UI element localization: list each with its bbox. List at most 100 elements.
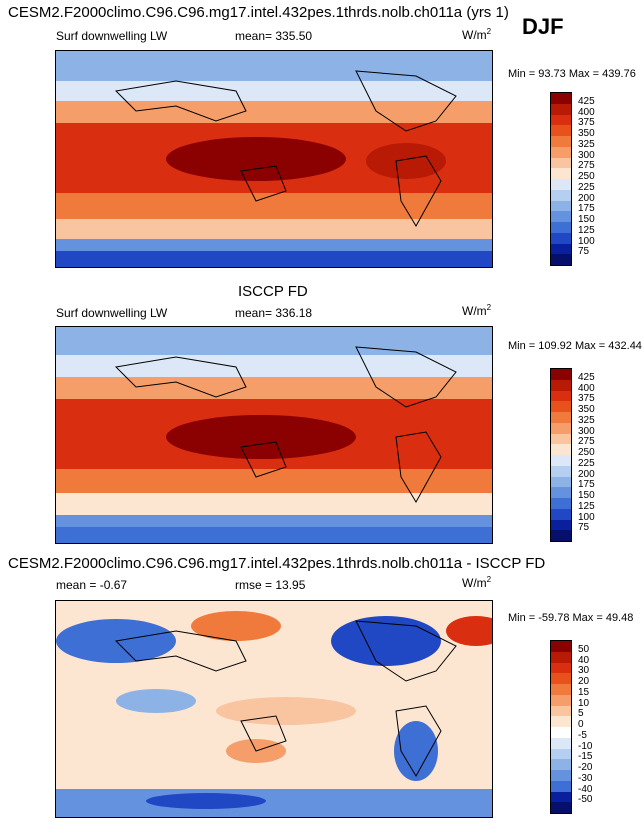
panel3-units: W/m2 — [462, 575, 492, 590]
colorbar-swatch — [551, 530, 571, 542]
colorbar-swatch — [551, 694, 571, 706]
colorbar-swatch — [551, 125, 571, 137]
colorbar-tick-label: 10 — [578, 697, 590, 709]
colorbar-swatch — [551, 476, 571, 488]
colorbar-swatch — [551, 727, 571, 738]
colorbar-swatch — [551, 254, 571, 266]
colorbar-swatch — [551, 455, 571, 466]
colorbar-tick-label: 75 — [578, 522, 590, 534]
colorbar-tick-label: 250 — [578, 171, 595, 182]
colorbar-tick-label: 225 — [578, 181, 595, 193]
colorbar-tick-label: 40 — [578, 654, 590, 666]
colorbar-swatch — [551, 179, 571, 190]
colorbar-tick-label: -10 — [578, 740, 593, 752]
colorbar-swatch — [551, 498, 571, 509]
colorbar-swatch — [551, 189, 571, 201]
panel3-field — [56, 601, 492, 817]
panel2-variable: Surf downwelling LW — [56, 306, 168, 320]
colorbar-tick-label: 425 — [578, 95, 595, 107]
colorbar-tick-label: 275 — [578, 436, 595, 448]
colorbar-tick-label: 200 — [578, 468, 595, 480]
panel3-minmax: Min = -59.78 Max = 49.48 — [508, 612, 634, 624]
colorbar-swatch — [551, 716, 571, 728]
panel2-map — [55, 326, 493, 544]
colorbar-swatch — [551, 737, 571, 749]
colorbar-swatch — [551, 136, 571, 147]
colorbar-tick-label: 200 — [578, 192, 595, 204]
colorbar-swatch — [551, 222, 571, 233]
colorbar-swatch — [551, 379, 571, 391]
colorbar-swatch — [551, 465, 571, 477]
colorbar-tick-label: 125 — [578, 500, 595, 512]
colorbar-swatch — [551, 641, 571, 652]
colorbar-tick-label: 275 — [578, 160, 595, 172]
colorbar-tick-label: 175 — [578, 203, 595, 215]
colorbar-swatch — [551, 791, 571, 803]
colorbar-swatch — [551, 157, 571, 169]
colorbar-swatch — [551, 200, 571, 212]
colorbar-swatch — [551, 519, 571, 531]
panel1-map — [55, 50, 493, 268]
colorbar-tick-label: 175 — [578, 479, 595, 491]
panel1-minmax: Min = 93.73 Max = 439.76 — [508, 68, 636, 80]
colorbar-tick-label: 400 — [578, 382, 595, 394]
colorbar-tick-label: 30 — [578, 665, 590, 677]
colorbar-tick-label: -20 — [578, 762, 593, 773]
colorbar-tick-label: 400 — [578, 106, 595, 118]
colorbar-swatch — [551, 232, 571, 244]
panel3-colorbar — [550, 640, 572, 814]
colorbar-swatch — [551, 390, 571, 402]
colorbar-swatch — [551, 444, 571, 456]
colorbar-swatch — [551, 662, 571, 674]
panel1-units: W/m2 — [462, 27, 492, 42]
panel3-title: CESM2.F2000climo.C96.C96.mg17.intel.432p… — [8, 555, 546, 572]
colorbar-tick-label: 5 — [578, 708, 584, 720]
colorbar-tick-label: -30 — [578, 772, 593, 784]
colorbar-swatch — [551, 802, 571, 814]
colorbar-tick-label: 15 — [578, 686, 590, 698]
colorbar-tick-label: -50 — [578, 794, 593, 806]
colorbar-swatch — [551, 146, 571, 158]
main-title: CESM2.F2000climo.C96.C96.mg17.intel.432p… — [8, 4, 509, 21]
colorbar-tick-label: 100 — [578, 235, 595, 247]
season-label: DJF — [522, 14, 564, 39]
colorbar-tick-label: 75 — [578, 246, 590, 258]
panel2-field — [56, 327, 492, 543]
colorbar-tick-label: 250 — [578, 447, 595, 458]
colorbar-swatch — [551, 114, 571, 126]
panel1-colorbar — [550, 92, 572, 266]
colorbar-swatch — [551, 103, 571, 115]
colorbar-tick-label: -40 — [578, 783, 593, 795]
colorbar-swatch — [551, 705, 571, 717]
panel2-minmax: Min = 109.92 Max = 432.44 — [508, 340, 642, 352]
colorbar-swatch — [551, 759, 571, 771]
panel3-mean: mean = -0.67 — [56, 578, 128, 592]
colorbar-swatch — [551, 433, 571, 445]
colorbar-tick-label: 375 — [578, 393, 595, 405]
colorbar-tick-label: 325 — [578, 414, 595, 426]
colorbar-swatch — [551, 369, 571, 380]
colorbar-tick-label: -15 — [578, 751, 593, 763]
colorbar-tick-label: 350 — [578, 404, 595, 415]
colorbar-swatch — [551, 780, 571, 792]
colorbar-tick-label: 125 — [578, 224, 595, 236]
panel1-field — [56, 51, 492, 267]
colorbar-swatch — [551, 422, 571, 434]
colorbar-swatch — [551, 651, 571, 663]
colorbar-swatch — [551, 508, 571, 520]
colorbar-tick-label: 325 — [578, 138, 595, 150]
panel2-mean: mean= 336.18 — [235, 306, 313, 320]
colorbar-tick-label: 300 — [578, 149, 595, 161]
panel2-colorbar — [550, 368, 572, 542]
colorbar-tick-label: 375 — [578, 117, 595, 129]
colorbar-swatch — [551, 168, 571, 180]
colorbar-tick-label: 150 — [578, 490, 595, 501]
panel3-map — [55, 600, 493, 818]
colorbar-tick-label: 50 — [578, 643, 590, 655]
colorbar-tick-label: 300 — [578, 425, 595, 437]
panel1-variable: Surf downwelling LW — [56, 29, 168, 43]
panel1-mean: mean= 335.50 — [235, 29, 313, 43]
colorbar-swatch — [551, 211, 571, 223]
colorbar-swatch — [551, 748, 571, 760]
colorbar-tick-label: -5 — [578, 729, 587, 741]
